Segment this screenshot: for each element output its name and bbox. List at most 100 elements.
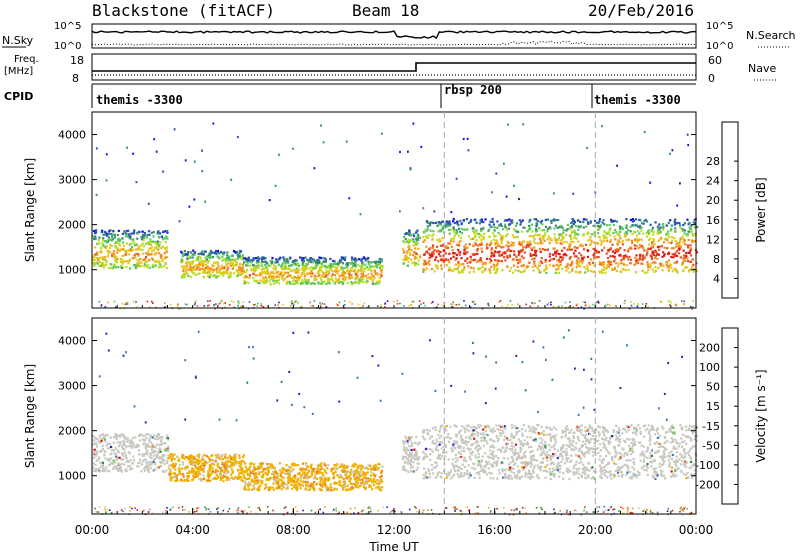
power-data-point [536, 222, 538, 224]
velocity-data-point [291, 478, 293, 480]
power-data-point [326, 306, 328, 308]
power-data-point [237, 136, 239, 138]
power-data-point [598, 222, 600, 224]
power-data-point [506, 244, 508, 246]
velocity-data-point [362, 474, 364, 476]
velocity-data-point [125, 468, 127, 470]
velocity-data-point [312, 485, 314, 487]
power-data-point [261, 305, 263, 307]
power-data-point [544, 249, 546, 251]
power-data-point [161, 246, 163, 248]
power-data-point [357, 264, 359, 266]
power-data-point [405, 238, 407, 240]
velocity-data-point [381, 486, 383, 488]
power-data-point [372, 279, 374, 281]
power-data-point [657, 267, 659, 269]
power-data-point [96, 147, 98, 149]
power-data-point [359, 270, 361, 272]
velocity-data-point [181, 468, 183, 470]
velocity-data-point [348, 479, 350, 481]
velocity-data-point [171, 477, 173, 479]
power-data-point [274, 262, 276, 264]
power-data-point [643, 220, 645, 222]
power-data-point [373, 266, 375, 268]
power-data-point [687, 235, 689, 237]
power-data-point [642, 254, 644, 256]
power-data-point [557, 266, 559, 268]
velocity-data-point [223, 480, 225, 482]
power-data-point [289, 275, 291, 277]
power-data-point [570, 222, 572, 224]
power-data-point [692, 235, 694, 237]
power-data-point [506, 196, 508, 198]
power-data-point [553, 218, 555, 220]
velocity-data-point [372, 473, 374, 475]
power-data-point [274, 304, 276, 306]
power-data-point [358, 279, 360, 281]
velocity-data-point [220, 479, 222, 481]
power-data-point [692, 306, 694, 308]
power-data-point [668, 241, 670, 243]
power-data-point [440, 264, 442, 266]
velocity-data-point [119, 457, 121, 459]
power-data-point [320, 304, 322, 306]
power-data-point [447, 259, 449, 261]
power-data-point [186, 269, 188, 271]
power-data-point [675, 240, 677, 242]
power-data-point [679, 182, 681, 184]
velocity-data-point [347, 465, 349, 467]
velocity-data-point [636, 474, 638, 476]
velocity-data-point [203, 478, 205, 480]
velocity-data-point [272, 465, 274, 467]
power-data-point [578, 252, 580, 254]
power-data-point [119, 249, 121, 251]
power-data-point [653, 254, 655, 256]
velocity-data-point [168, 465, 170, 467]
power-data-point [419, 300, 421, 302]
power-data-point [137, 253, 139, 255]
power-data-point [513, 250, 515, 252]
power-data-point [319, 266, 321, 268]
power-data-point [565, 302, 567, 304]
velocity-data-point [102, 462, 104, 464]
velocity-data-point [311, 471, 313, 473]
power-data-point [406, 256, 408, 258]
power-data-point [319, 302, 321, 304]
power-data-point [260, 265, 262, 267]
velocity-data-point [150, 445, 152, 447]
power-data-point [410, 234, 412, 236]
power-data-point [459, 240, 461, 242]
velocity-data-point [278, 487, 280, 489]
power-data-point [599, 261, 601, 263]
power-data-point [519, 223, 521, 225]
power-data-point [106, 153, 108, 155]
cpid-strip: CPID themis -3300 rbsp 200 themis -3300 [4, 83, 696, 108]
velocity-data-point [344, 486, 346, 488]
power-data-point [652, 227, 654, 229]
power-data-point [676, 204, 678, 206]
power-data-point [277, 261, 279, 263]
velocity-data-point [238, 465, 240, 467]
velocity-data-point [279, 462, 281, 464]
power-data-point [427, 225, 429, 227]
power-data-point [321, 265, 323, 267]
power-data-point [148, 203, 150, 205]
power-data-point [496, 220, 498, 222]
power-data-point [158, 252, 160, 254]
velocity-data-point [164, 442, 166, 444]
velocity-data-point [143, 468, 145, 470]
power-data-point [540, 242, 542, 244]
velocity-data-point [340, 476, 342, 478]
power-data-point [460, 257, 462, 259]
power-data-point [313, 279, 315, 281]
velocity-data-point [380, 489, 382, 491]
power-data-point [320, 306, 322, 308]
velocity-data-point [381, 471, 383, 473]
velocity-data-point [381, 475, 383, 477]
power-data-point [569, 228, 571, 230]
power-data-point [512, 244, 514, 246]
power-data-point [237, 305, 239, 307]
nsky-strip: N.Sky 10^5 10^0 10^5 10^0 N.Search [2, 21, 796, 52]
power-data-point [234, 251, 236, 253]
power-data-point [442, 244, 444, 246]
